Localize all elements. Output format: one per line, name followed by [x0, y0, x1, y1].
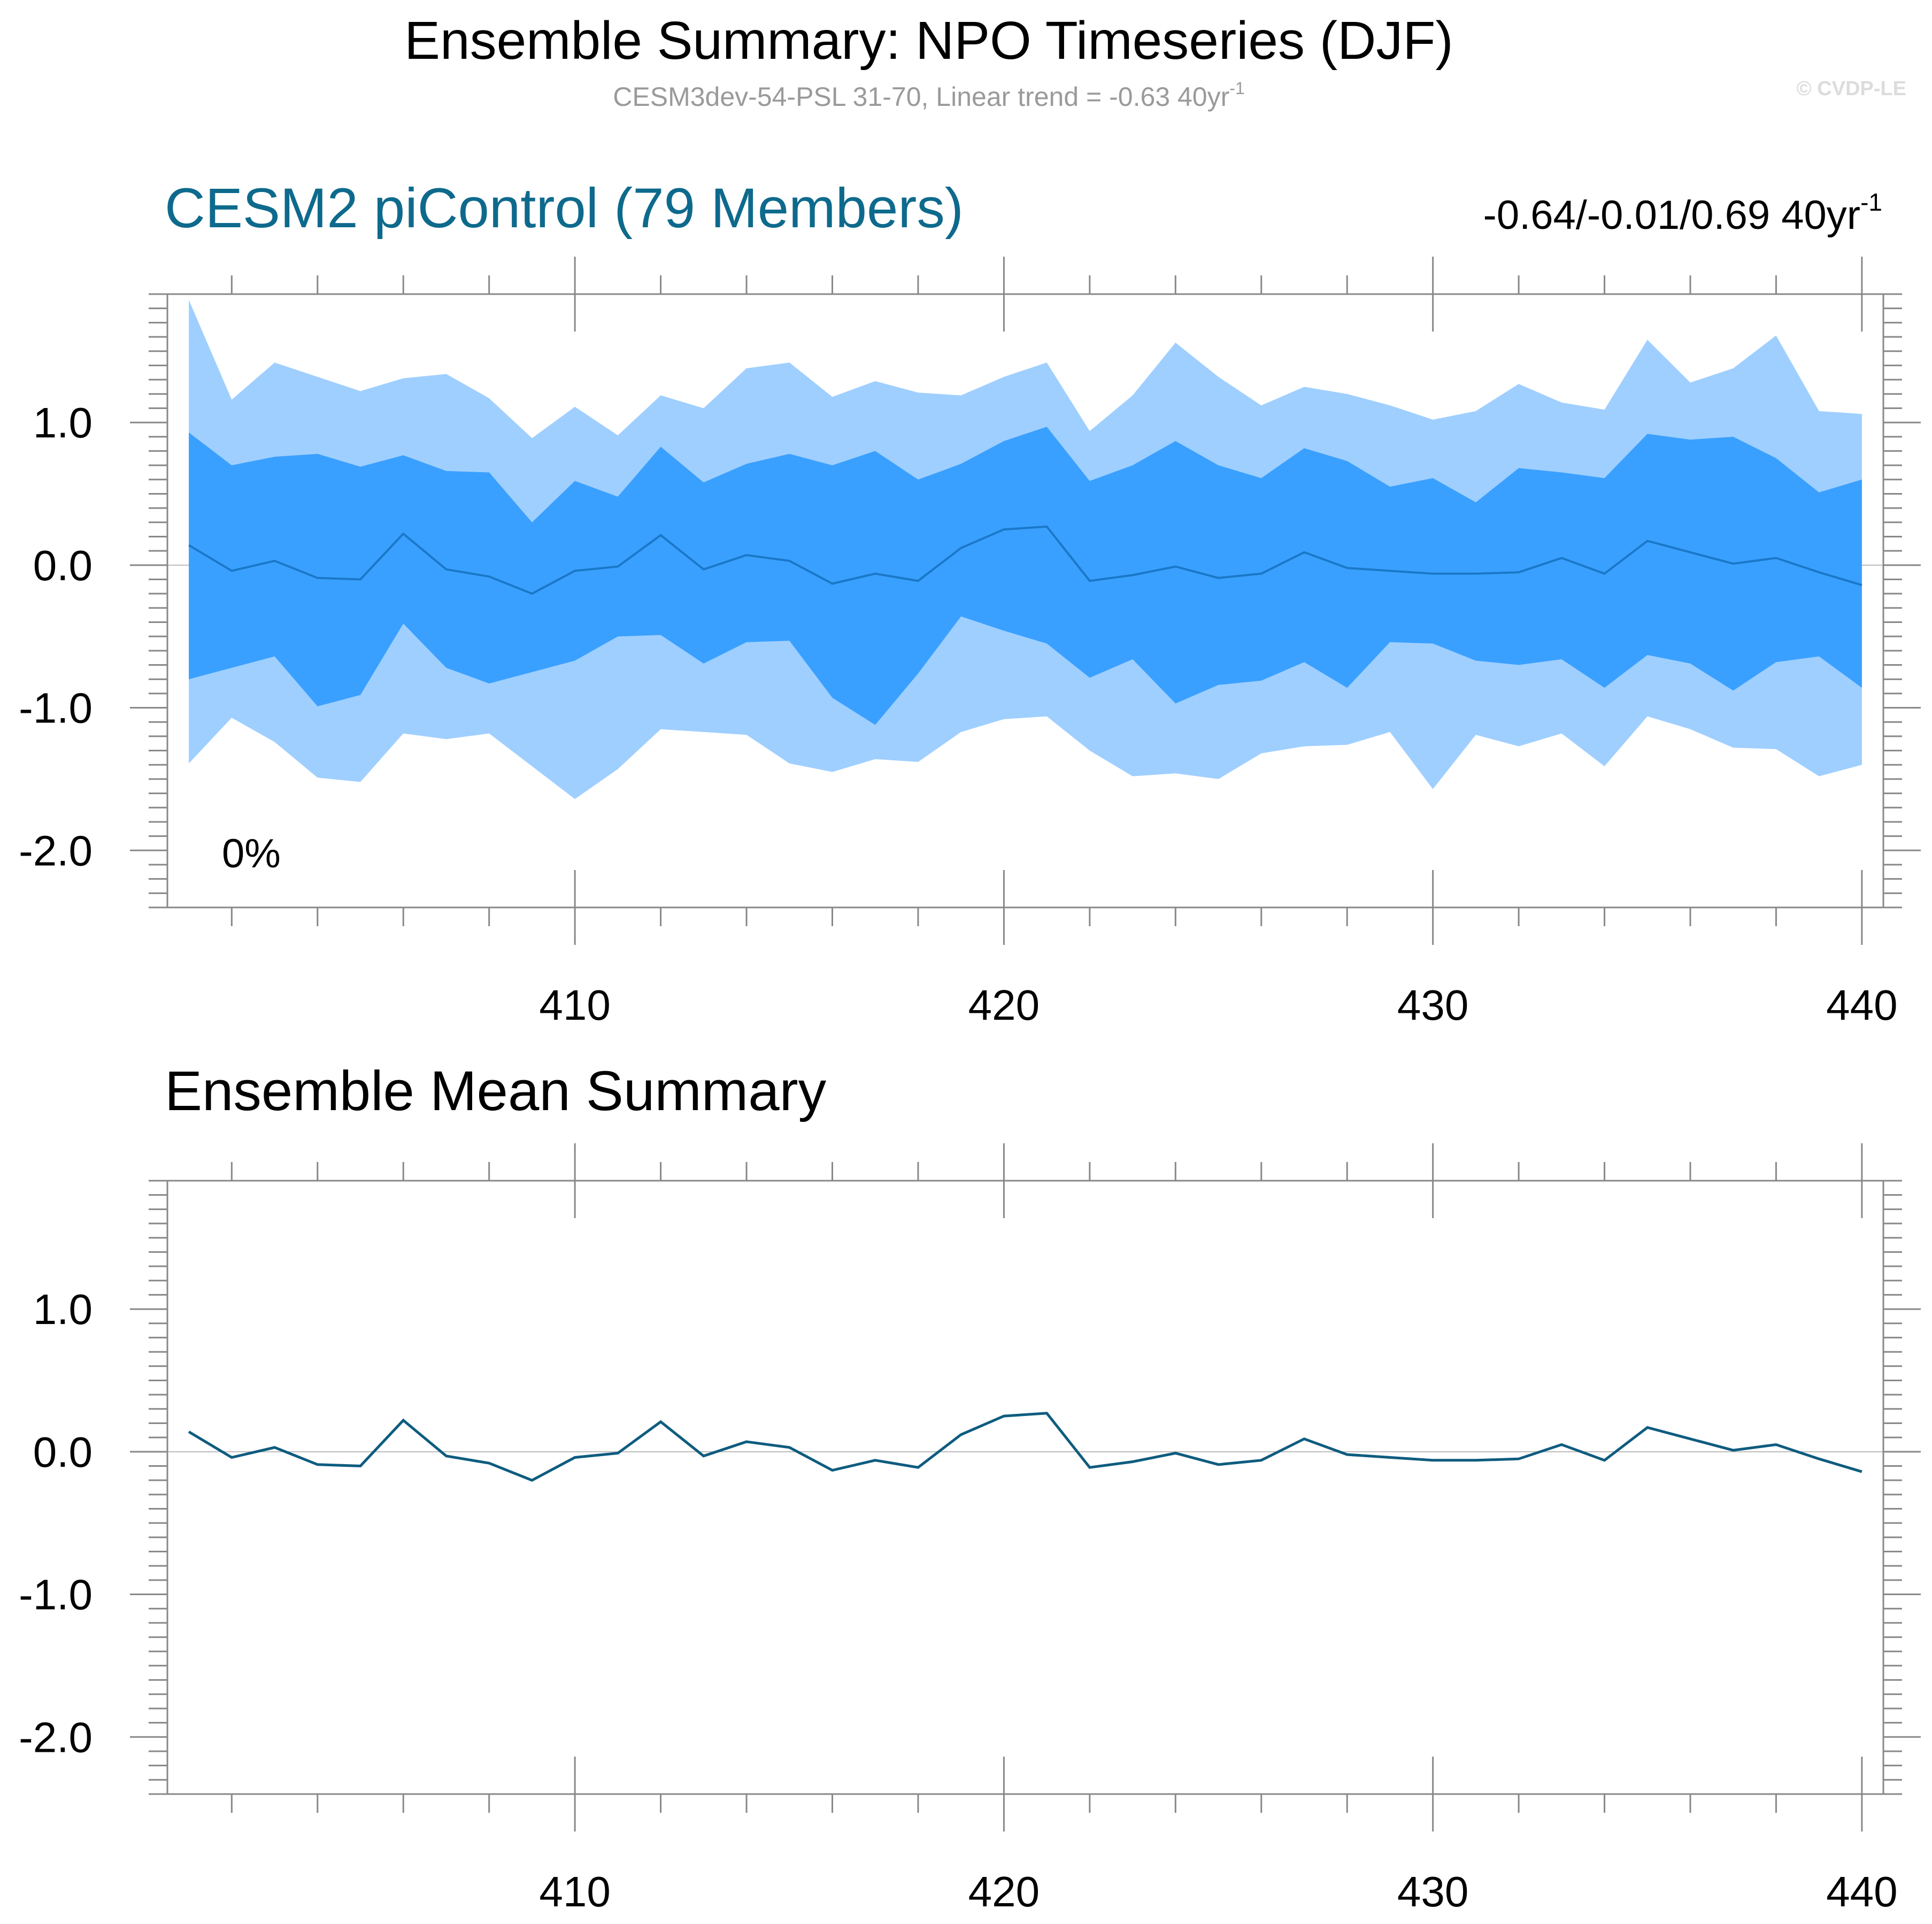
trend-stats-exponent: -1 [1860, 188, 1882, 216]
y-tick-label: -1.0 [19, 1571, 93, 1619]
ensemble-mean-line [188, 1412, 1862, 1482]
plot-frame [166, 1180, 1884, 1795]
figure-subtitle-text: CESM3dev-54-PSL 31-70, Linear trend = -0… [613, 82, 1229, 112]
mean-plot-area: 410 420 430 440 1.0 0.0 -1.0 -2.0 [19, 1143, 1921, 1915]
x-tick-label: 440 [1826, 981, 1897, 1029]
trend-stats: -0.64/-0.01/0.69 40yr-1 [1483, 188, 1882, 238]
percent-annotation: 0% [222, 831, 281, 876]
y-tick-label: 0.0 [33, 542, 93, 589]
panel-title-ensemble: CESM2 piControl (79 Members) [165, 177, 964, 240]
ensemble-summary-panel: CESM2 piControl (79 Members) -0.64/-0.01… [19, 177, 1921, 1029]
median-line [188, 525, 1862, 595]
x-tick-label: 440 [1826, 1868, 1897, 1915]
y-tick-label: 1.0 [33, 399, 93, 447]
x-tick-label: 410 [539, 981, 610, 1029]
x-tick-label: 410 [539, 1868, 610, 1915]
y-tick-label: -2.0 [19, 827, 93, 874]
y-tick-label: -2.0 [19, 1713, 93, 1761]
watermark: © CVDP-LE [1797, 78, 1906, 100]
y-tick-label: 1.0 [33, 1286, 93, 1333]
y-tick-label: -1.0 [19, 684, 93, 732]
trend-stats-text: -0.64/-0.01/0.69 40yr [1483, 193, 1861, 238]
figure-subtitle-exponent: -1 [1229, 79, 1244, 98]
x-tick-label: 420 [968, 981, 1040, 1029]
ensemble-plot-area: 410 420 430 440 1.0 0.0 -1.0 -2.0 [19, 257, 1921, 1029]
figure-subtitle: CESM3dev-54-PSL 31-70, Linear trend = -0… [613, 79, 1244, 112]
plot-frame [166, 293, 1884, 909]
ensemble-mean-panel: Ensemble Mean Summary 410 420 430 440 1.0 0.0… [19, 1060, 1921, 1915]
x-tick-label: 430 [1397, 981, 1468, 1029]
p10-p90-band [189, 427, 1862, 725]
figure-title: Ensemble Summary: NPO Timeseries (DJF) [404, 11, 1453, 71]
x-tick-label: 430 [1397, 1868, 1468, 1915]
panel-title-mean: Ensemble Mean Summary [165, 1060, 827, 1122]
x-tick-label: 420 [968, 1868, 1040, 1915]
y-tick-label: 0.0 [33, 1428, 93, 1476]
